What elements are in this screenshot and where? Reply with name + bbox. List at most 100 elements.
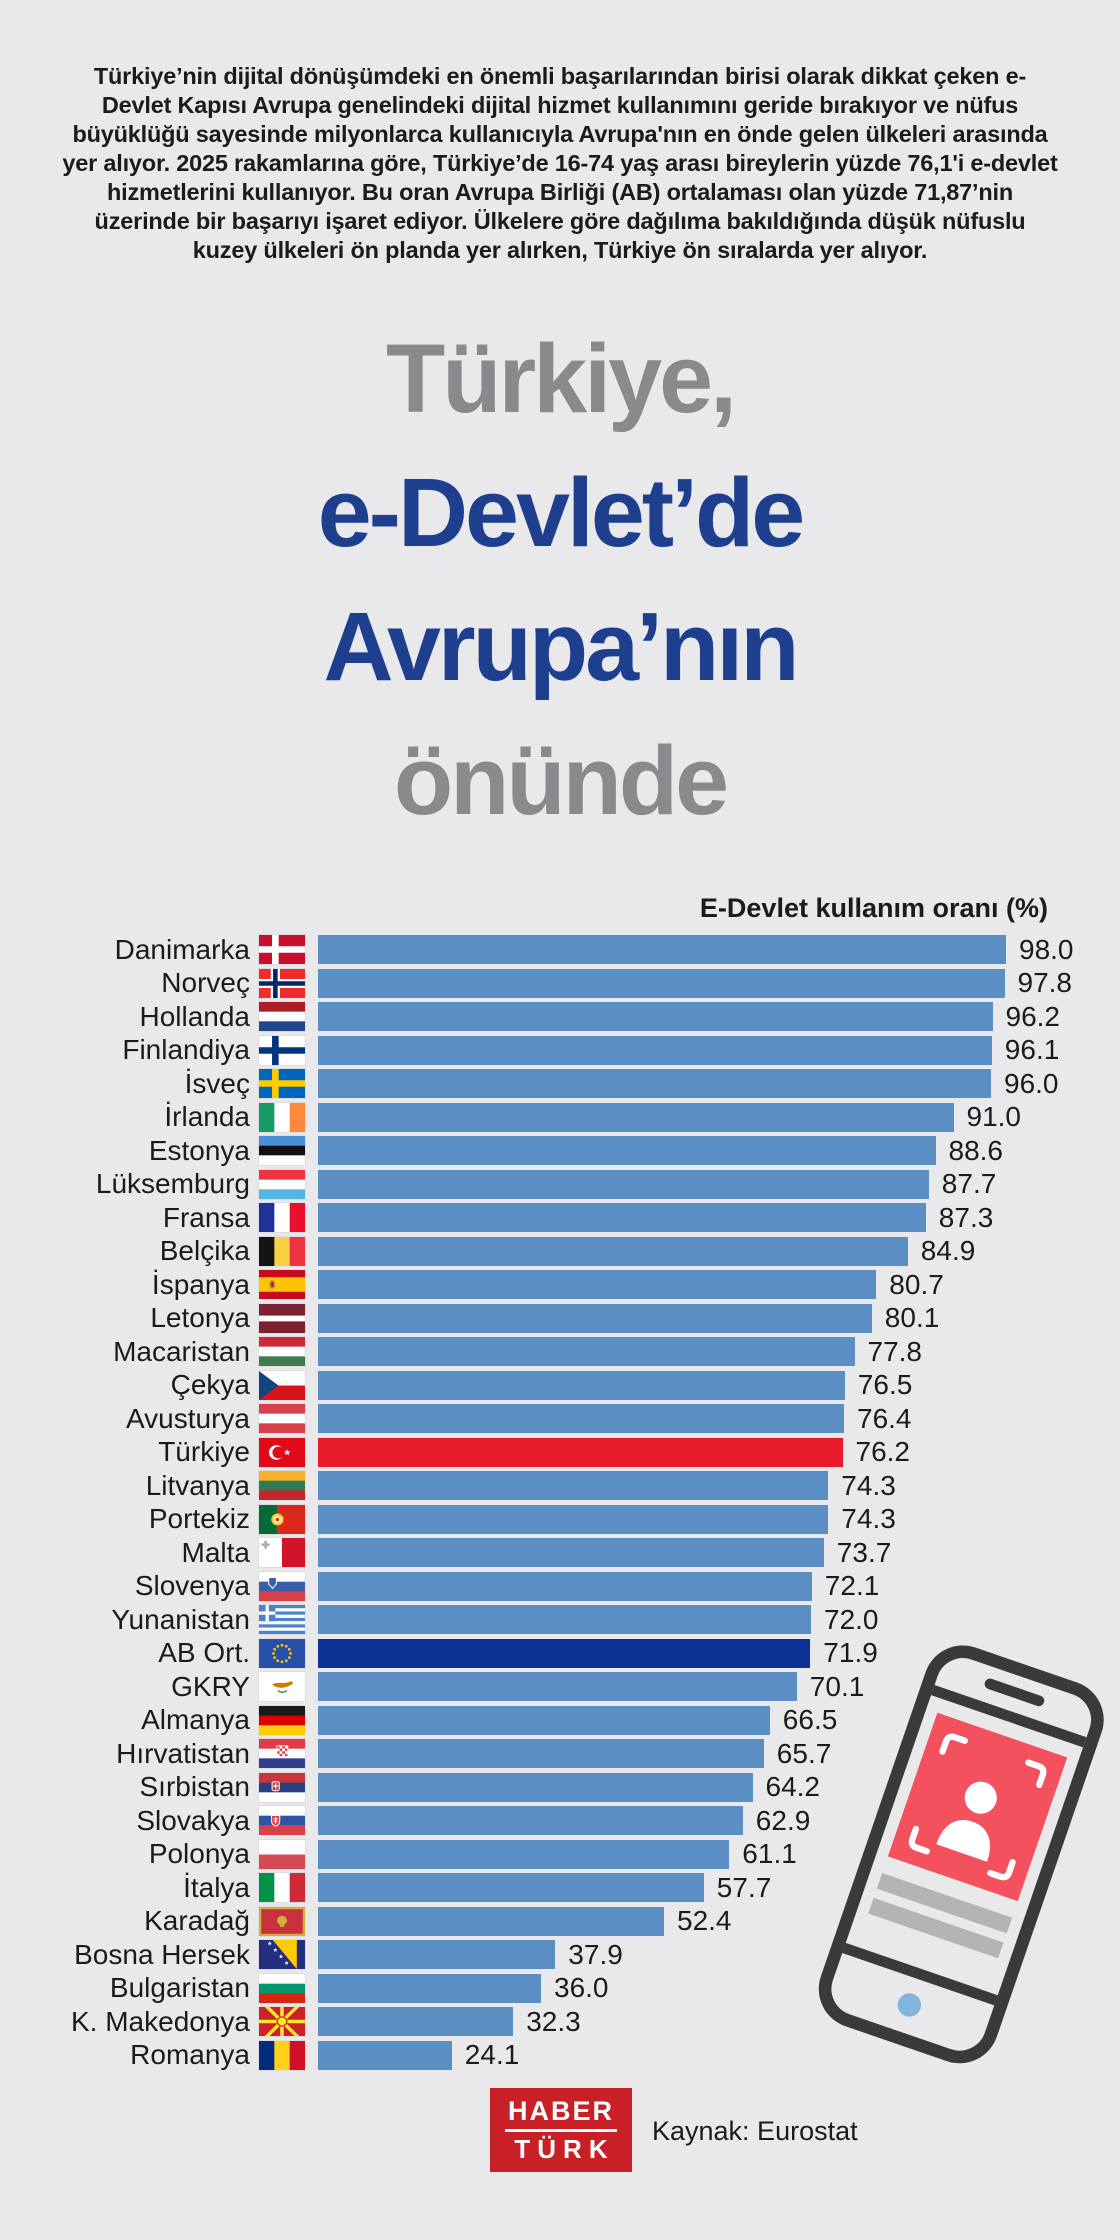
- malta-flag-icon: [259, 1538, 305, 1568]
- main-title: Türkiye, e-Devlet’de Avrupa’nın önünde: [0, 312, 1120, 848]
- title-line: önünde: [393, 726, 729, 835]
- country-label-letonya: Letonya: [150, 1302, 250, 1334]
- country-label-h-rvatistan: Hırvatistan: [116, 1737, 250, 1769]
- value-label-i-talya: 57.7: [716, 1871, 772, 1903]
- chart-row-bel-ika: Belçika 84.9: [0, 1235, 1120, 1269]
- chart-row-bosna-hersek: Bosna Hersek 37.9: [0, 1938, 1120, 1972]
- value-label-s-rbistan: 64.2: [765, 1771, 821, 1803]
- smartphone-illustration: [803, 1632, 1117, 2083]
- chart-row-letonya: Letonya 80.1: [0, 1302, 1120, 1336]
- slovakya-flag-icon: [259, 1806, 305, 1836]
- bel-ika-flag-icon: [259, 1236, 305, 1266]
- chart-row-bulgaristan: Bulgaristan 36.0: [0, 1972, 1120, 2006]
- s-rbistan-flag-icon: [259, 1772, 305, 1802]
- chart-row-i-talya: İtalya 57.7: [0, 1871, 1120, 1905]
- bar-fransa: [318, 1203, 926, 1233]
- finlandiya-flag-icon: [259, 1035, 305, 1065]
- portekiz-flag-icon: [259, 1504, 305, 1534]
- value-label-bulgaristan: 36.0: [554, 1972, 609, 2004]
- value-label-karada: 52.4: [677, 1905, 732, 1937]
- country-label-estonya: Estonya: [148, 1134, 250, 1166]
- ekya-flag-icon: [259, 1370, 305, 1400]
- bar-estonya: [318, 1136, 936, 1166]
- macaristan-flag-icon: [259, 1337, 305, 1367]
- country-label-finlandiya: Finlandiya: [122, 1034, 250, 1066]
- bar-i-spanya: [318, 1270, 877, 1300]
- chart-row-k-makedonya: K. Makedonya 32.3: [0, 2005, 1120, 2039]
- bar-bel-ika: [318, 1236, 908, 1266]
- country-label-bosna-hersek: Bosna Hersek: [74, 1938, 250, 1970]
- value-label-estonya: 88.6: [948, 1134, 1004, 1166]
- h-rvatistan-flag-icon: [259, 1739, 305, 1769]
- bar-s-rbistan: [318, 1772, 753, 1802]
- value-label-i-rlanda: 91.0: [966, 1101, 1022, 1133]
- fransa-flag-icon: [259, 1203, 305, 1233]
- bar-yunanistan: [318, 1605, 811, 1635]
- chart-row-danimarka: Danimarka 98.0: [0, 933, 1120, 967]
- chart-row-avusturya: Avusturya 76.4: [0, 1402, 1120, 1436]
- chart-row-slovakya: Slovakya 62.9: [0, 1804, 1120, 1838]
- country-label-i-talya: İtalya: [183, 1871, 250, 1903]
- country-label-i-sve: İsveç: [184, 1067, 250, 1099]
- bar-avusturya: [318, 1404, 844, 1434]
- ab-ort-flag-icon: [259, 1638, 305, 1668]
- country-label-litvanya: Litvanya: [145, 1469, 250, 1501]
- bar-slovakya: [318, 1806, 743, 1836]
- almanya-flag-icon: [259, 1705, 305, 1735]
- chart-row-almanya: Almanya 66.5: [0, 1704, 1120, 1738]
- bar-finlandiya: [318, 1035, 992, 1065]
- bar-polonya: [318, 1839, 730, 1869]
- i-spanya-flag-icon: [259, 1270, 305, 1300]
- country-label-malta: Malta: [181, 1536, 250, 1568]
- chart-row-karada: Karadağ 52.4: [0, 1905, 1120, 1939]
- bar-karada: [318, 1906, 664, 1936]
- bar-bosna-hersek: [318, 1940, 556, 1970]
- bar-almanya: [318, 1705, 770, 1735]
- bar-malta: [318, 1538, 824, 1568]
- value-label-polonya: 61.1: [742, 1838, 797, 1870]
- value-label-i-spanya: 80.7: [889, 1268, 944, 1300]
- bar-bulgaristan: [318, 1973, 541, 2003]
- bar-portekiz: [318, 1504, 829, 1534]
- l-ksemburg-flag-icon: [259, 1169, 305, 1199]
- value-label-slovakya: 62.9: [755, 1804, 811, 1836]
- value-label-almanya: 66.5: [782, 1704, 838, 1736]
- chart-rows: Danimarka 98.0 Norveç 97.8 Hollanda 96.2 Finla…: [0, 933, 1120, 2072]
- chart-row-ab-ort: AB Ort. 71.9: [0, 1637, 1120, 1671]
- value-label-malta: 73.7: [836, 1536, 892, 1568]
- home-button-icon: [897, 1993, 922, 2017]
- gkry-flag-icon: [259, 1672, 305, 1702]
- chart-row-litvanya: Litvanya 74.3: [0, 1469, 1120, 1503]
- k-makedonya-flag-icon: [259, 2007, 305, 2037]
- country-label-i-rlanda: İrlanda: [164, 1101, 250, 1133]
- litvanya-flag-icon: [259, 1471, 305, 1501]
- hollanda-flag-icon: [259, 1002, 305, 1032]
- value-label-fransa: 87.3: [938, 1201, 994, 1233]
- value-label-k-makedonya: 32.3: [526, 2005, 581, 2037]
- country-label-karada: Karadağ: [144, 1905, 250, 1937]
- logo-text-turk: TÜRK: [514, 2134, 615, 2164]
- country-label-macaristan: Macaristan: [113, 1335, 250, 1367]
- letonya-flag-icon: [259, 1303, 305, 1333]
- chart-row-gkry: GKRY 70.1: [0, 1670, 1120, 1704]
- bar-t-rkiye: [318, 1437, 843, 1467]
- country-label-polonya: Polonya: [148, 1838, 250, 1870]
- value-label-bel-ika: 84.9: [920, 1235, 976, 1267]
- country-label-k-makedonya: K. Makedonya: [71, 2005, 250, 2037]
- bar-hollanda: [318, 1002, 993, 1032]
- i-rlanda-flag-icon: [259, 1102, 305, 1132]
- value-label-gkry: 70.1: [809, 1670, 865, 1702]
- intro-paragraph: Türkiye’nin dijital dönüşümdeki en öneml…: [62, 63, 1058, 263]
- chart-row-estonya: Estonya 88.6: [0, 1134, 1120, 1168]
- polonya-flag-icon: [259, 1839, 305, 1869]
- country-label-i-spanya: İspanya: [151, 1268, 250, 1300]
- chart-row-yunanistan: Yunanistan 72.0: [0, 1603, 1120, 1637]
- bar-macaristan: [318, 1337, 855, 1367]
- bar-ekya: [318, 1370, 845, 1400]
- text-line-placeholder: [876, 1873, 1013, 1934]
- value-label-ekya: 76.5: [857, 1369, 913, 1401]
- country-label-romanya: Romanya: [130, 2039, 250, 2071]
- chart-row-macaristan: Macaristan 77.8: [0, 1335, 1120, 1369]
- value-label-i-sve: 96.0: [1004, 1067, 1059, 1099]
- value-label-slovenya: 72.1: [824, 1570, 880, 1602]
